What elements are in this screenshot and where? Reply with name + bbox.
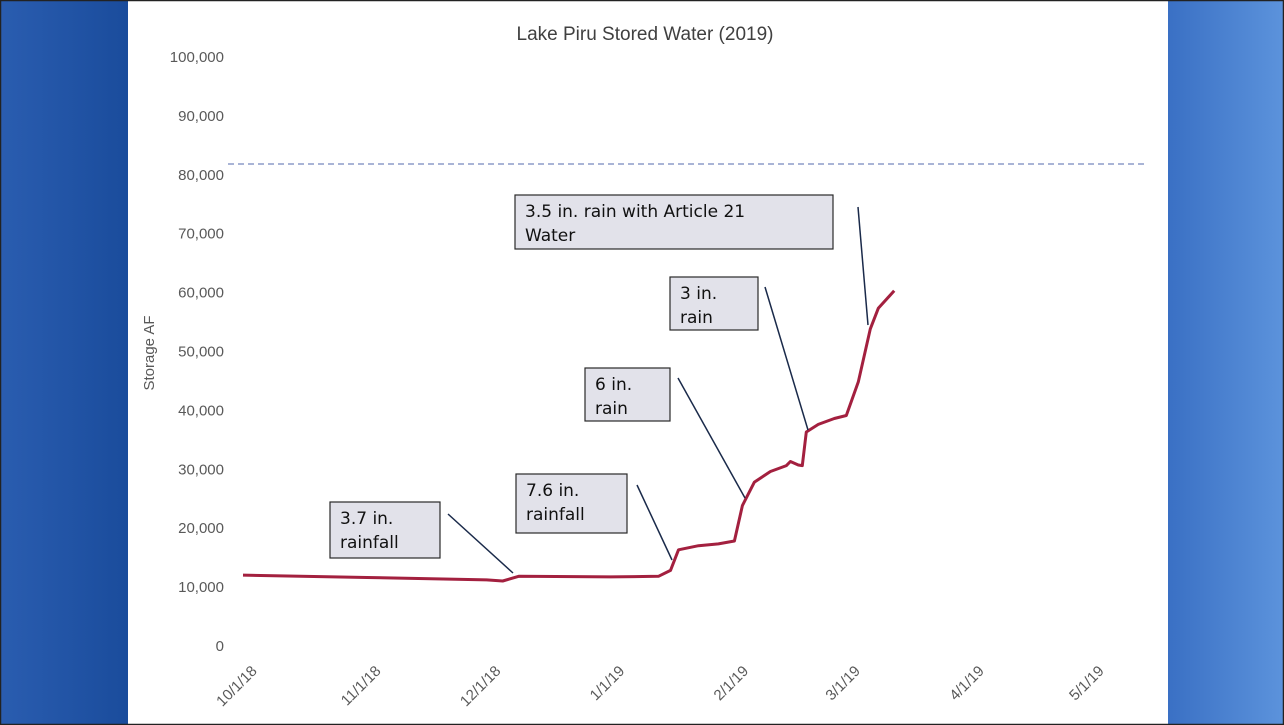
annotation-text: rain [680,308,713,328]
annotation-text: 6 in. [595,375,632,395]
annotation-text: rainfall [340,533,399,553]
annotation-text: Water [525,226,575,246]
chart-title: Lake Piru Stored Water (2019) [517,24,774,45]
annotation-text: rain [595,399,628,419]
chart-area [128,0,1168,725]
y-axis-label: Storage AF [141,315,158,390]
slide-side [1168,0,1284,725]
y-tick-label: 10,000 [178,579,224,596]
y-tick-label: 80,000 [178,167,224,184]
leader-line [636,484,673,561]
annotation-text: rainfall [526,505,585,525]
annotation-text: 7.6 in. [526,481,579,501]
y-tick-label: 40,000 [178,402,224,419]
data-line [242,289,896,583]
leader-line [764,286,809,431]
y-tick-label: 0 [216,638,224,655]
annotation-box [515,473,628,534]
leader-line [857,206,869,326]
y-tick-label: 60,000 [178,285,224,302]
y-tick-label: 70,000 [178,226,224,243]
annotation-text: 3 in. [680,284,717,304]
y-tick-label: 30,000 [178,461,224,478]
y-tick-label: 90,000 [178,108,224,125]
annotation-box [514,194,834,250]
leader-line [447,513,514,574]
annotation-box [669,276,759,331]
y-tick-label: 50,000 [178,343,224,360]
slide-side [0,0,128,725]
y-tick-label: 20,000 [178,520,224,537]
annotation-box [329,501,441,559]
annotation-text: 3.7 in. [340,509,393,529]
leader-line [677,377,746,499]
annotation-text: 3.5 in. rain with Article 21 [525,202,745,222]
y-tick-label: 100,000 [170,49,224,66]
annotation-box [584,367,671,422]
